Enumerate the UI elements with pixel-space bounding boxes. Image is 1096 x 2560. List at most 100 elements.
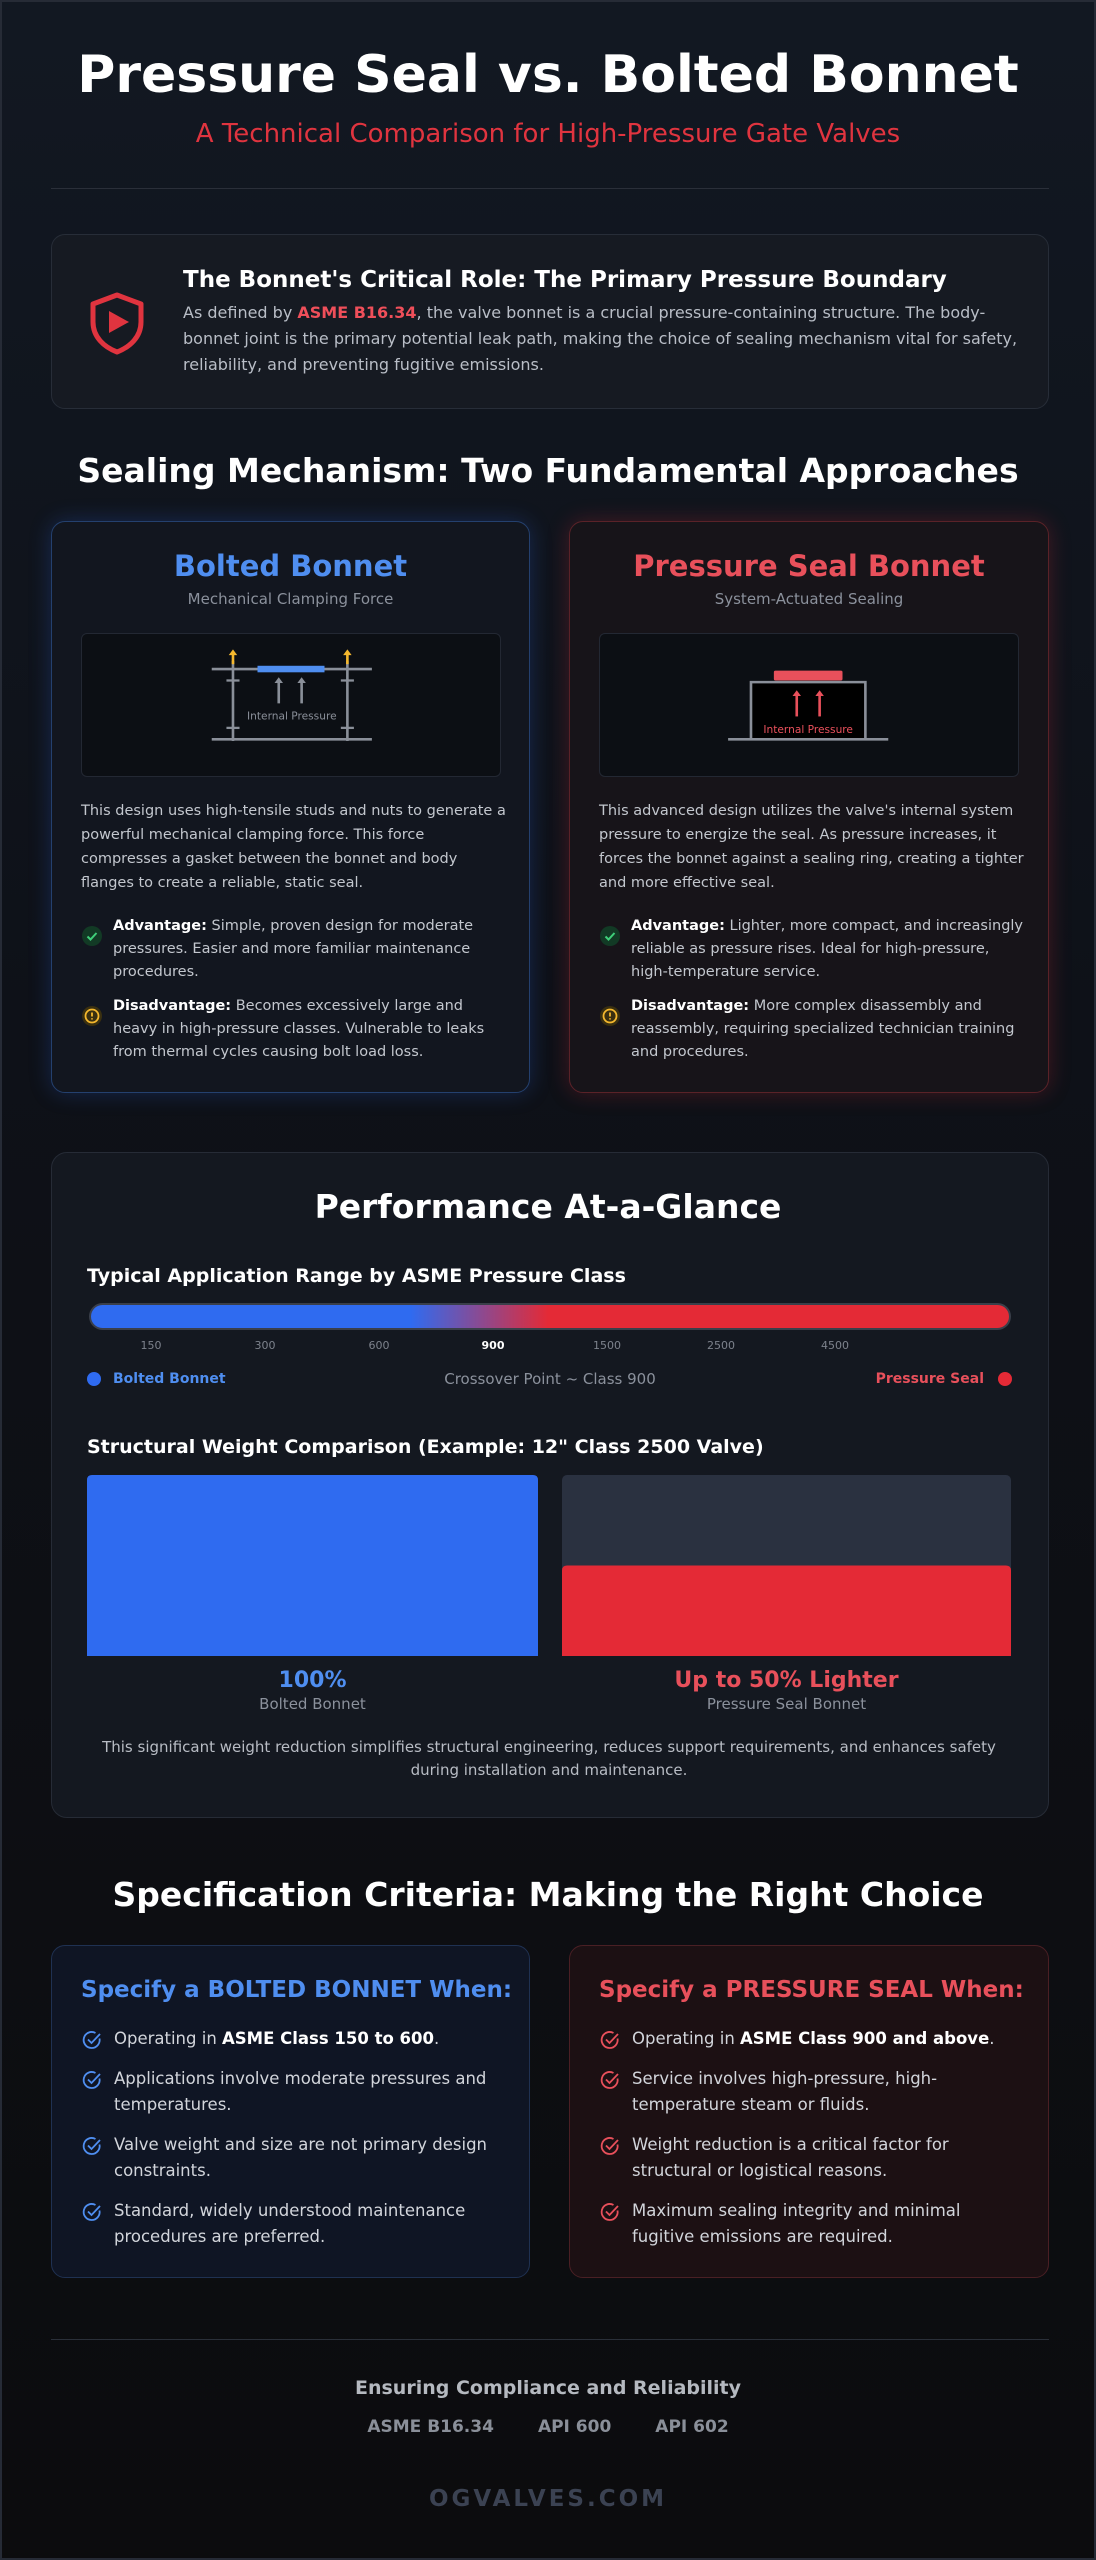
icon-mark: [87, 2139, 101, 2151]
shield-icon: [90, 292, 144, 355]
advantage-text: Lighter, more compact, and increasingly …: [631, 918, 1024, 980]
legend-label: Pressure Seal: [875, 1371, 984, 1387]
section-heading: Specification Criteria: Making the Right…: [112, 1875, 984, 1914]
range-tick-label: 600: [368, 1339, 390, 1352]
criteria-list: Operating in ASME Class 150 to 600. Appli…: [81, 2026, 501, 2264]
weight-note: This significant weight reduction simpli…: [102, 1738, 996, 1779]
criteria-item: Standard, widely understood maintenance …: [81, 2198, 501, 2250]
criteria-text: Operating in: [632, 2029, 741, 2048]
criteria-item: Maximum sealing integrity and minimal fu…: [599, 2198, 1019, 2250]
range-tick-label: 300: [254, 1339, 276, 1352]
standards: ASME B16.34 API 600 API 602: [2, 2415, 1094, 2439]
criteria-item: Weight reduction is a critical factor fo…: [599, 2132, 1019, 2184]
section-heading: Sealing Mechanism: Two Fundamental Appro…: [77, 451, 1019, 490]
arrow-head: [297, 677, 306, 683]
icon-mark: [604, 932, 616, 941]
range-tick-label: 4500: [821, 1339, 849, 1352]
criteria-text: ASME Class 900 and above: [740, 2029, 990, 2048]
arrow-head: [274, 677, 283, 683]
card-title: Pressure Seal Bonnet: [633, 549, 985, 583]
diagram-box: Internal Pressure: [599, 633, 1019, 777]
criteria-card: Specify a BOLTED BONNET When: Operating i…: [51, 1945, 530, 2278]
criteria-list: Operating in ASME Class 900 and above. Se…: [599, 2026, 1019, 2264]
criteria-title: Specify a BOLTED BONNET When:: [81, 1977, 513, 2003]
intro-box: The Bonnet's Critical Role: The Primary …: [51, 234, 1049, 409]
arrow-head: [792, 690, 801, 697]
standard: API 600: [537, 2417, 612, 2437]
criteria-text: Valve weight and size are not primary de…: [114, 2135, 488, 2180]
gasket: [257, 665, 325, 673]
circle-check-icon: [600, 2203, 619, 2221]
circle-check-icon: [82, 2137, 101, 2155]
bonnet: [749, 680, 867, 740]
check-icon: [82, 926, 102, 946]
weight-title: Structural Weight Comparison (Example: 1…: [87, 1436, 764, 1458]
icon-ring: [84, 1008, 100, 1024]
icon-ring: [600, 2031, 619, 2049]
legend-dot: [998, 1372, 1012, 1386]
legend-dot: [87, 1372, 101, 1386]
standard: API 602: [655, 2417, 729, 2437]
criteria-title: Specify a PRESSURE SEAL When:: [599, 1977, 1024, 2003]
bar-value-label: 100%: [279, 1668, 347, 1693]
icon-bg: [600, 926, 620, 946]
criteria-text: Maximum sealing integrity and minimal fu…: [632, 2201, 961, 2246]
warn-icon: [600, 1006, 620, 1026]
disadvantage: Disadvantage: More complex disassembly a…: [631, 995, 1026, 1064]
icon-mark: [605, 2139, 619, 2151]
card-title: Bolted Bonnet: [173, 549, 408, 583]
legend-label: Bolted Bonnet: [113, 1371, 226, 1387]
bar: [562, 1565, 1011, 1656]
criteria-text: Weight reduction is a critical factor fo…: [632, 2135, 949, 2180]
brand: OGVALVES.COM: [428, 2486, 668, 2512]
circle-check-icon: [82, 2071, 101, 2089]
arrow-head: [228, 649, 238, 656]
icon-mark: [87, 2205, 101, 2217]
mechanism-card: Bolted Bonnet Mechanical Clamping Force In…: [51, 521, 530, 1093]
weight-chart: 100% Bolted Bonnet Up to 50% Lighter Pressu…: [87, 1475, 1011, 1713]
criteria-card: Specify a PRESSURE SEAL When: Operating i…: [569, 1945, 1049, 2278]
diagram: Internal Pressure: [211, 649, 372, 741]
icon-ring: [600, 2071, 619, 2089]
diagram-label: Internal Pressure: [763, 723, 853, 736]
icon-ring: [602, 1008, 618, 1024]
bar-name: Pressure Seal Bonnet: [707, 1695, 866, 1713]
bar-name: Bolted Bonnet: [259, 1695, 366, 1713]
icon-mark: [86, 932, 98, 941]
warn-icon: [82, 1006, 102, 1026]
disadvantage-text: More complex disassembly and reassembly,…: [631, 998, 1015, 1060]
disadvantage-label: Disadvantage:: [631, 998, 750, 1014]
criteria-text: Applications involve moderate pressures …: [114, 2069, 487, 2114]
disadvantage-text: Becomes excessively large and heavy in h…: [113, 998, 485, 1060]
divider: [51, 2339, 1049, 2340]
icon-ring: [82, 2137, 101, 2155]
title: Pressure Seal vs. Bolted Bonnet: [77, 45, 1019, 105]
advantage: Advantage: Simple, proven design for mod…: [113, 915, 508, 984]
range-tick-label: 900: [481, 1339, 505, 1352]
disadvantage: Disadvantage: Becomes excessively large …: [113, 995, 508, 1064]
icon-ring: [82, 2071, 101, 2089]
bar-value-label: Up to 50% Lighter: [674, 1668, 898, 1693]
criteria-text: .: [434, 2029, 440, 2048]
criteria-text: Standard, widely understood maintenance …: [114, 2201, 466, 2246]
icon-bg: [82, 926, 102, 946]
crossover-label: Crossover Point ~ Class 900: [444, 1370, 656, 1388]
range-title: Typical Application Range by ASME Pressu…: [87, 1265, 626, 1287]
cavity: [750, 682, 866, 740]
intro-text: As defined by: [183, 303, 298, 322]
divider: [51, 188, 1049, 189]
criteria-item: Operating in ASME Class 900 and above.: [599, 2026, 1019, 2052]
standard: ASME B16.34: [367, 2417, 494, 2437]
intro-body: As defined by ASME B16.34, the valve bon…: [183, 300, 1023, 378]
icon-ring: [82, 2203, 101, 2221]
icon-mark: [605, 2073, 619, 2085]
icon-mark: [605, 2205, 619, 2217]
subtitle: A Technical Comparison for High-Pressure…: [195, 119, 901, 149]
diagram-box: Internal Pressure: [81, 633, 501, 777]
criteria-text: .: [989, 2029, 995, 2048]
circle-check-icon: [600, 2137, 619, 2155]
icon-mark: [605, 2033, 619, 2045]
advantage-text: Simple, proven design for moderate press…: [113, 918, 474, 980]
criteria-item: Service involves high-pressure, high-tem…: [599, 2066, 1019, 2118]
criteria-item: Applications involve moderate pressures …: [81, 2066, 501, 2118]
